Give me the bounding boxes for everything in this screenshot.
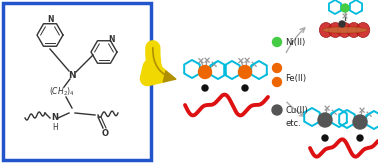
- Circle shape: [198, 66, 212, 79]
- Ellipse shape: [356, 22, 370, 37]
- Text: etc.: etc.: [285, 119, 301, 128]
- FancyArrowPatch shape: [153, 48, 175, 82]
- Circle shape: [273, 37, 282, 46]
- Text: Cu(II): Cu(II): [285, 105, 308, 114]
- Text: Ni(II): Ni(II): [285, 37, 305, 46]
- FancyArrowPatch shape: [287, 102, 304, 116]
- Text: $(CH_2)_4$: $(CH_2)_4$: [49, 86, 75, 98]
- Text: O: O: [102, 128, 108, 138]
- Circle shape: [202, 85, 208, 91]
- Circle shape: [242, 85, 248, 91]
- Text: Fe(II): Fe(II): [285, 74, 306, 82]
- Text: H: H: [52, 124, 58, 133]
- Ellipse shape: [319, 22, 333, 37]
- Circle shape: [353, 115, 367, 129]
- Circle shape: [272, 105, 282, 115]
- Ellipse shape: [323, 27, 367, 34]
- Ellipse shape: [328, 22, 342, 37]
- Circle shape: [339, 21, 345, 27]
- FancyBboxPatch shape: [3, 3, 151, 160]
- Text: N: N: [47, 15, 53, 24]
- Ellipse shape: [323, 27, 367, 33]
- Ellipse shape: [338, 22, 351, 37]
- FancyArrowPatch shape: [147, 48, 161, 79]
- FancyArrowPatch shape: [286, 28, 305, 52]
- Ellipse shape: [347, 22, 361, 37]
- Circle shape: [273, 64, 282, 73]
- Text: N: N: [108, 35, 115, 44]
- Text: N: N: [68, 71, 76, 80]
- Text: N: N: [51, 113, 59, 123]
- Circle shape: [239, 66, 251, 79]
- Circle shape: [341, 4, 349, 12]
- Circle shape: [273, 77, 282, 87]
- Circle shape: [322, 135, 328, 141]
- Circle shape: [357, 135, 363, 141]
- Circle shape: [318, 113, 332, 127]
